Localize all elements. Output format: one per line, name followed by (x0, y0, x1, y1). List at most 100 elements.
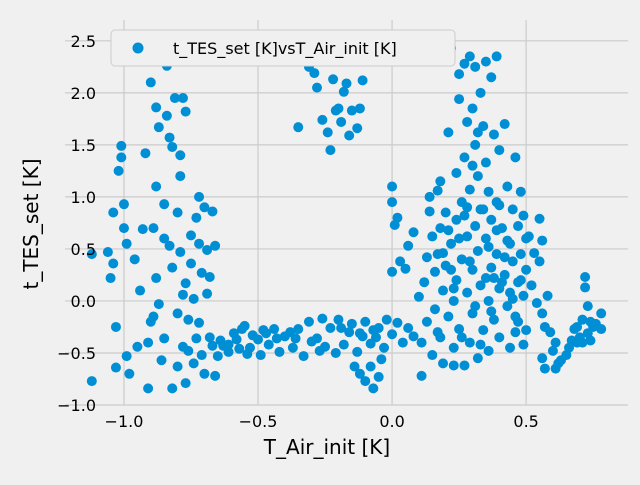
data-point (505, 342, 516, 353)
data-point (293, 122, 304, 133)
data-point (325, 145, 336, 156)
y-tick-label: −1.0 (57, 396, 96, 415)
data-point (194, 191, 205, 202)
data-point (475, 339, 486, 350)
data-point (491, 225, 502, 236)
data-point (456, 254, 467, 265)
data-point (424, 191, 435, 202)
data-point (145, 77, 156, 88)
data-point (518, 290, 529, 301)
data-point (486, 262, 497, 273)
data-point (336, 116, 347, 127)
data-point (132, 341, 143, 352)
data-point (148, 223, 159, 234)
data-point (167, 262, 178, 273)
data-point (499, 252, 510, 263)
data-point (344, 130, 355, 141)
data-point (365, 361, 376, 372)
data-point (427, 231, 438, 242)
data-point (188, 293, 199, 304)
data-point (488, 129, 499, 140)
data-point (172, 207, 183, 218)
data-point (167, 383, 178, 394)
data-point (153, 122, 164, 133)
data-point (448, 360, 459, 371)
data-point (143, 383, 154, 394)
data-point (207, 206, 218, 217)
data-point (376, 354, 387, 365)
data-point (253, 334, 264, 345)
data-point (448, 342, 459, 353)
y-tick-label: 2.0 (71, 84, 96, 103)
data-point (309, 68, 320, 79)
data-point (397, 337, 408, 348)
data-point (494, 332, 505, 343)
data-point (392, 212, 403, 223)
data-point (464, 184, 475, 195)
data-point (312, 82, 323, 93)
data-point (526, 280, 537, 291)
legend-box (110, 29, 456, 67)
data-point (408, 227, 419, 238)
data-point (478, 325, 489, 336)
data-point (167, 141, 178, 152)
data-point (518, 210, 529, 221)
data-point (486, 214, 497, 225)
data-point (590, 318, 601, 329)
data-point (472, 127, 483, 138)
data-point (354, 103, 365, 114)
data-point (400, 263, 411, 274)
data-point (510, 152, 521, 163)
data-point (494, 145, 505, 156)
data-point (555, 355, 566, 366)
data-point (151, 273, 162, 284)
data-point (153, 299, 164, 310)
data-point (344, 327, 355, 338)
data-point (580, 272, 591, 283)
data-point (537, 235, 548, 246)
data-point (429, 304, 440, 315)
data-point (156, 355, 167, 366)
data-point (440, 207, 451, 218)
data-point (387, 329, 398, 340)
data-point (488, 273, 499, 284)
data-point (354, 328, 365, 339)
data-point (478, 204, 489, 215)
data-point (443, 225, 454, 236)
y-tick-label: 1.0 (71, 188, 96, 207)
data-point (199, 202, 210, 213)
data-point (529, 248, 540, 259)
data-point (180, 278, 191, 289)
data-point (290, 333, 301, 344)
data-point (483, 295, 494, 306)
data-point (194, 238, 205, 249)
data-point (387, 266, 398, 277)
data-point (212, 351, 223, 362)
y-axis-label: t_TES_set [K] (19, 158, 43, 289)
data-point (159, 233, 170, 244)
data-point (475, 87, 486, 98)
data-point (550, 363, 561, 374)
data-point (159, 199, 170, 210)
data-point (454, 233, 465, 244)
data-point (483, 186, 494, 197)
data-point (108, 258, 119, 269)
data-point (496, 277, 507, 288)
data-point (137, 224, 148, 235)
data-point (521, 325, 532, 336)
data-point (416, 337, 427, 348)
data-point (336, 323, 347, 333)
data-point (510, 327, 521, 338)
data-point (172, 361, 183, 372)
x-tick-label: 0.0 (379, 412, 404, 431)
data-point (161, 110, 172, 121)
data-point (381, 314, 392, 325)
data-point (330, 347, 341, 358)
data-point (566, 335, 577, 346)
data-point (486, 306, 497, 317)
data-point (513, 316, 524, 327)
data-point (480, 273, 491, 284)
data-point (105, 273, 116, 284)
